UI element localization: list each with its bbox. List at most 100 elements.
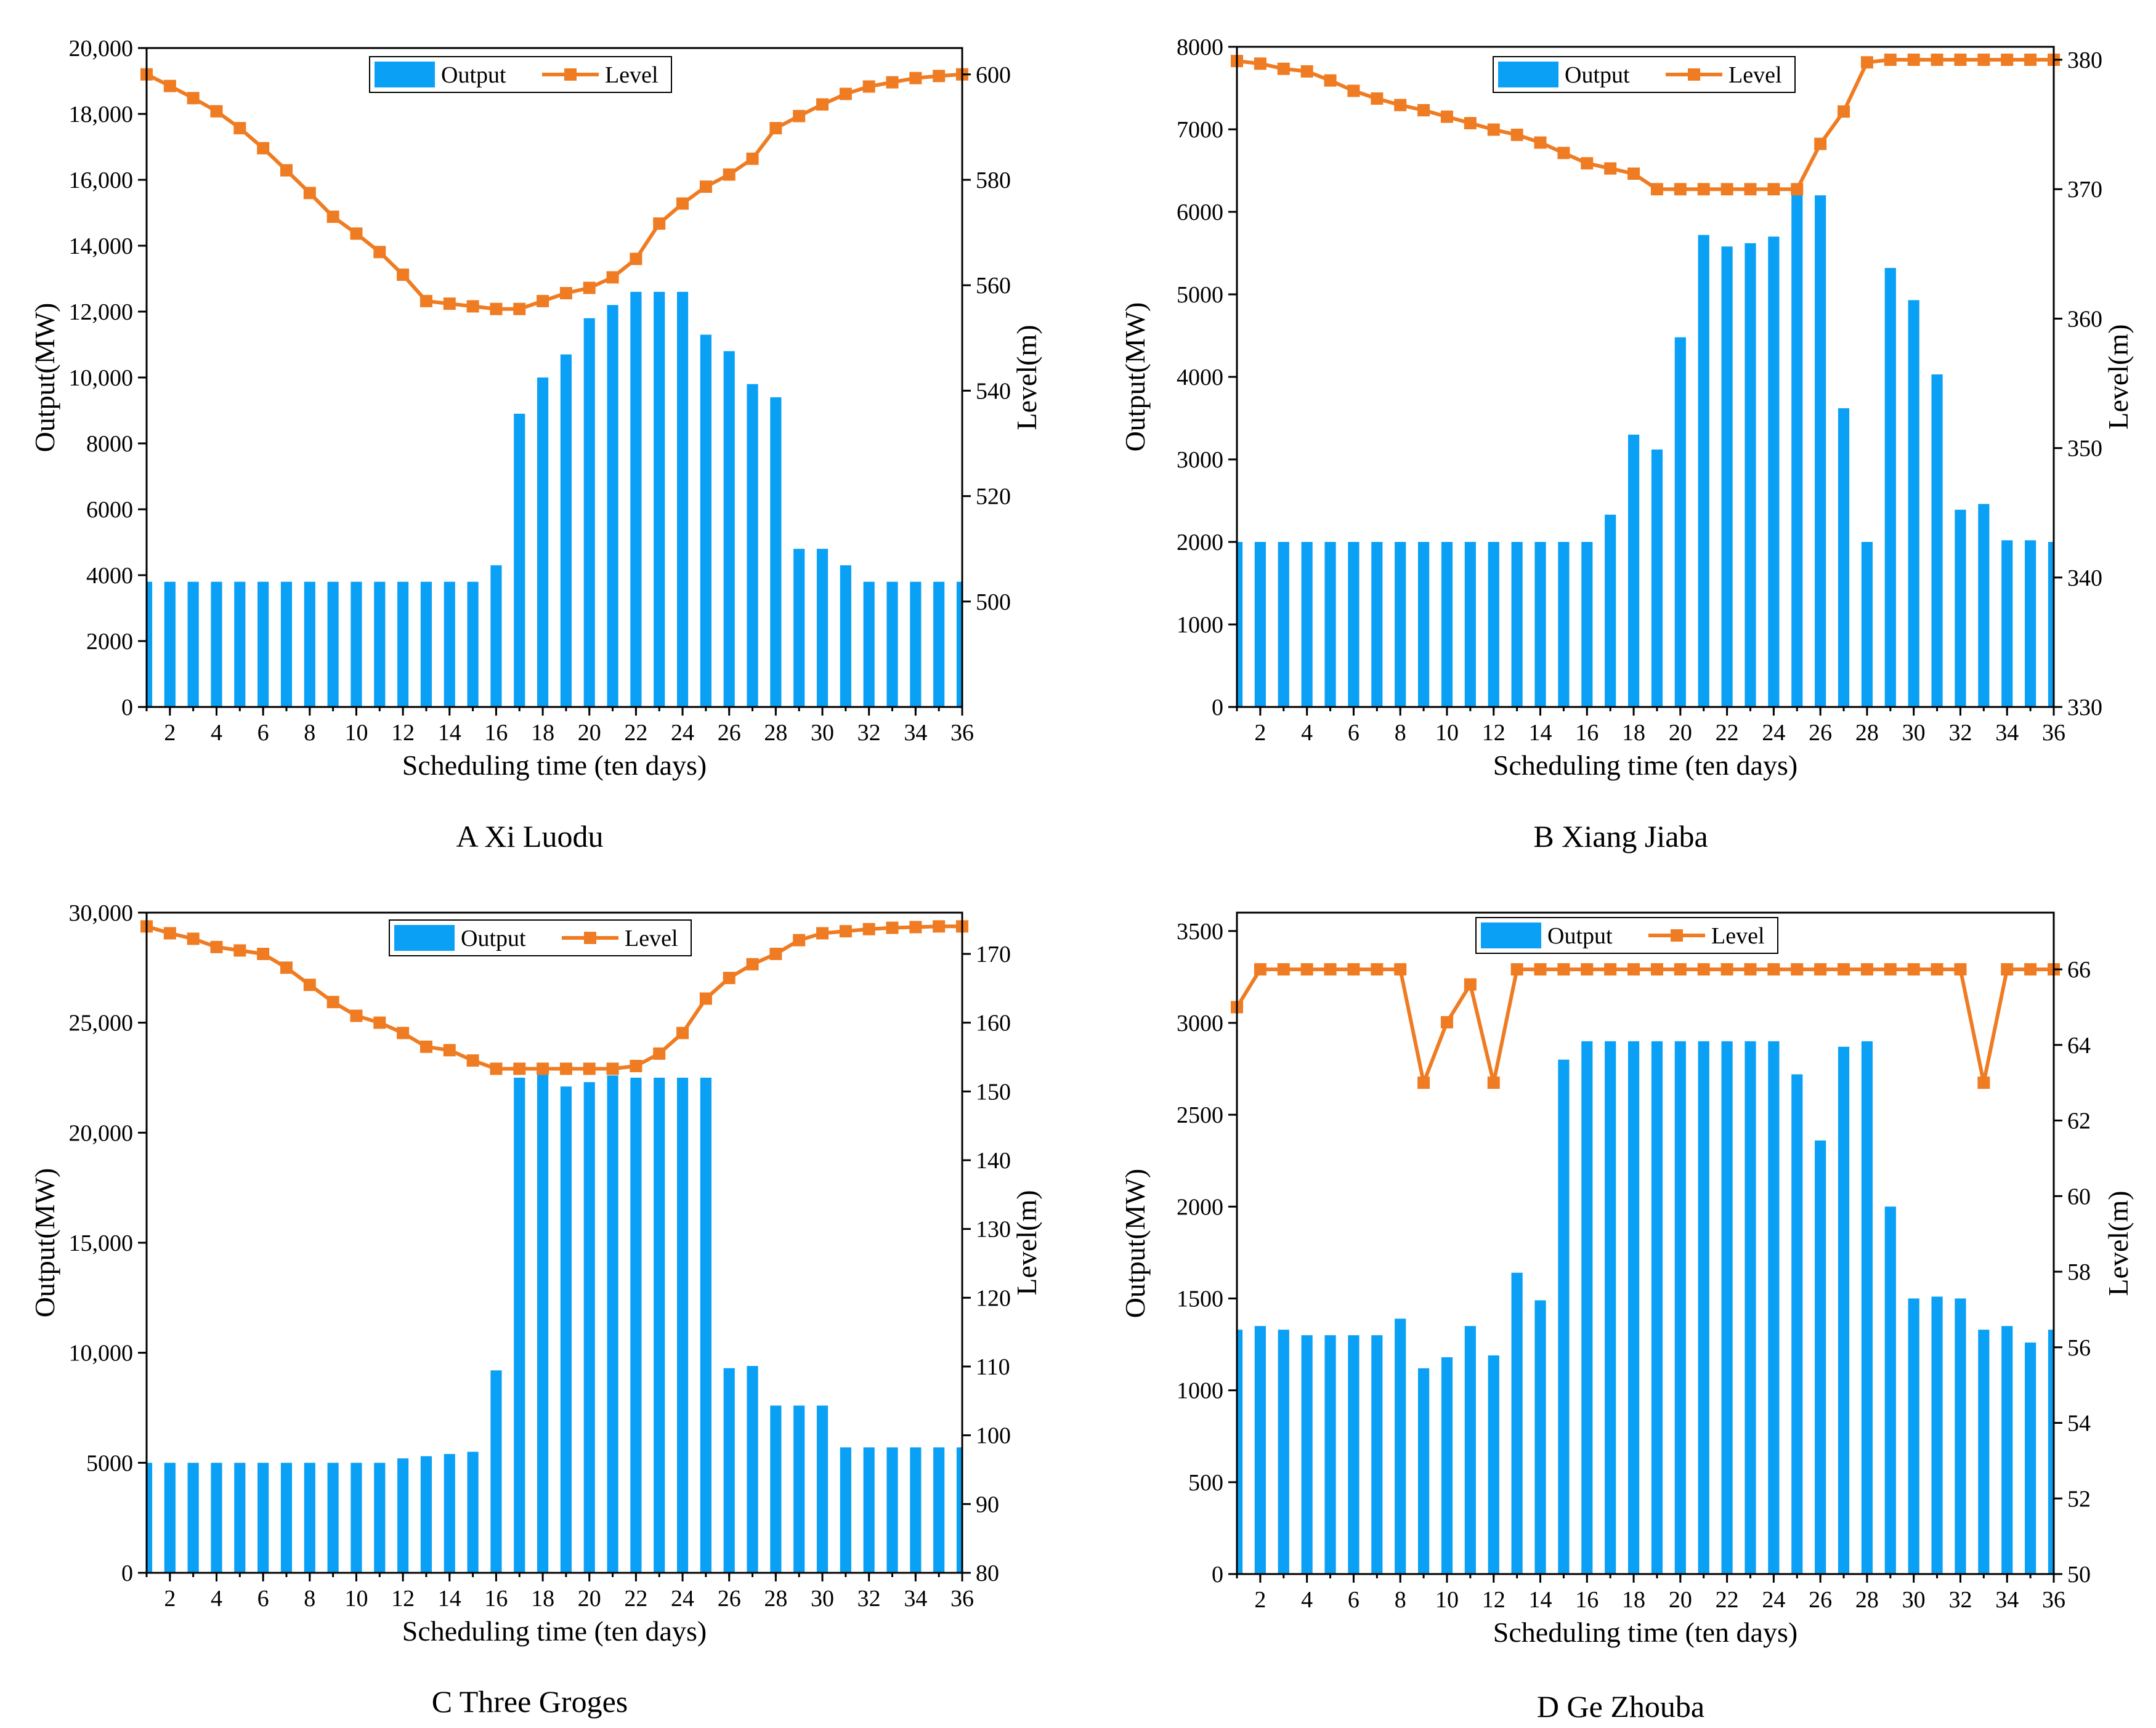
bar-output-26: [723, 1368, 735, 1573]
x-tick-label: 2: [164, 1586, 176, 1612]
bar-output-33: [1978, 1330, 1990, 1574]
legend-marker-level: [1688, 68, 1700, 81]
bar-output-35: [933, 1447, 945, 1573]
bar-output-34: [2001, 540, 2013, 707]
marker-level-11: [1464, 117, 1477, 130]
bar-output-30: [816, 549, 829, 707]
marker-level-19: [559, 287, 572, 300]
x-tick-label: 22: [624, 720, 647, 746]
bar-output-12: [1488, 1355, 1499, 1574]
marker-level-22: [630, 1060, 642, 1073]
bar-output-7: [1371, 1335, 1383, 1574]
marker-level-12: [1487, 123, 1500, 136]
bar-output-9: [1417, 1368, 1430, 1574]
chart-caption: D Ge Zhouba: [1537, 1689, 1704, 1724]
bar-output-7: [1371, 542, 1383, 707]
chart-1: 2 4 6 8 10 12 14 16 18 20 22 24 26 28 30 32 34 3602000400…: [29, 36, 1042, 854]
y-tick-label: 15,000: [69, 1230, 134, 1256]
marker-level-8: [303, 979, 316, 991]
legend-label-output: Output: [1565, 62, 1630, 88]
y-tick-label: 30,000: [69, 900, 134, 926]
marker-level-14: [443, 297, 456, 310]
x-tick-label: 32: [1948, 720, 1972, 746]
bar-output-4: [1301, 542, 1313, 707]
bar-output-30: [1908, 300, 1919, 707]
line-level: [1235, 967, 2054, 1085]
marker-level-19: [1650, 183, 1663, 196]
marker-level-13: [419, 294, 432, 307]
y2-tick-label: 56: [2067, 1335, 2091, 1361]
bar-output-6: [1348, 1335, 1360, 1574]
bar-output-4: [211, 1463, 222, 1573]
y-tick-label: 2000: [1177, 1194, 1223, 1220]
x-tick-label: 10: [344, 720, 368, 746]
x-tick-label: 10: [1435, 720, 1459, 746]
marker-level-31: [839, 925, 852, 938]
marker-level-18: [1627, 167, 1640, 180]
bar-output-30: [816, 1405, 829, 1573]
marker-level-24: [676, 197, 689, 210]
marker-level-11: [373, 246, 386, 259]
bar-output-4: [211, 581, 222, 707]
y2-tick-label: 110: [976, 1354, 1010, 1380]
marker-level-24: [1767, 183, 1780, 196]
y2-tick-label: 340: [2067, 565, 2102, 591]
bar-output-1: [147, 581, 153, 707]
bar-output-36: [956, 1447, 962, 1573]
x-tick-label: 16: [1575, 1587, 1599, 1613]
bar-output-11: [374, 1463, 386, 1573]
marker-level-29: [1884, 54, 1897, 67]
legend-label-output: Output: [1547, 923, 1613, 949]
marker-level-15: [1557, 963, 1570, 976]
marker-level-7: [1371, 92, 1384, 105]
bar-output-22: [630, 291, 642, 707]
y2-tick-label: 520: [976, 484, 1011, 510]
y2-axis-title: Level(m): [2102, 324, 2134, 429]
y2-tick-label: 580: [976, 168, 1011, 193]
y2-tick-label: 52: [2067, 1486, 2091, 1512]
x-tick-label: 6: [1348, 1587, 1360, 1613]
y2-tick-label: 600: [976, 62, 1011, 88]
y-tick-label: 3500: [1177, 919, 1223, 945]
bar-output-12: [1488, 542, 1499, 707]
bar-output-3: [187, 581, 199, 707]
x-tick-label: 32: [857, 720, 881, 746]
x-tick-label: 32: [857, 1586, 881, 1612]
x-tick-label: 16: [1575, 720, 1599, 746]
marker-level-30: [816, 98, 829, 111]
x-tick-label: 30: [1902, 1587, 1926, 1613]
marker-level-26: [723, 168, 736, 181]
y2-tick-label: 120: [976, 1285, 1011, 1311]
marker-level-33: [886, 921, 899, 934]
marker-level-18: [1627, 963, 1640, 976]
y-tick-label: 1000: [1177, 612, 1223, 638]
marker-level-5: [233, 122, 246, 135]
bar-output-16: [490, 565, 502, 707]
x-tick-label: 26: [1809, 1587, 1832, 1613]
bar-output-30: [1908, 1298, 1919, 1574]
marker-level-21: [1697, 963, 1710, 976]
y2-tick-label: 360: [2067, 306, 2102, 332]
marker-level-26: [723, 972, 736, 985]
bar-output-14: [444, 1454, 455, 1573]
marker-level-5: [1324, 74, 1337, 87]
x-tick-label: 36: [2042, 720, 2065, 746]
y-axis-title: Output(MW): [29, 1168, 60, 1318]
y-tick-label: 500: [1188, 1470, 1223, 1496]
y2-tick-label: 370: [2067, 177, 2102, 203]
bar-output-29: [793, 1405, 805, 1573]
bar-output-35: [2025, 540, 2036, 707]
bar-output-33: [886, 1447, 898, 1573]
marker-level-23: [653, 217, 666, 230]
bar-output-9: [327, 1463, 339, 1573]
bar-output-36: [2048, 542, 2054, 707]
marker-level-34: [909, 71, 922, 84]
y2-tick-label: 380: [2067, 47, 2102, 73]
bar-output-27: [1838, 1046, 1850, 1574]
legend-swatch-output: [1481, 923, 1541, 948]
bar-output-19: [1651, 1041, 1663, 1574]
bar-output-9: [1417, 542, 1430, 707]
y2-axis-title: Level(m): [2102, 1190, 2134, 1296]
y-tick-label: 0: [121, 1560, 133, 1586]
y2-tick-label: 500: [976, 589, 1011, 615]
